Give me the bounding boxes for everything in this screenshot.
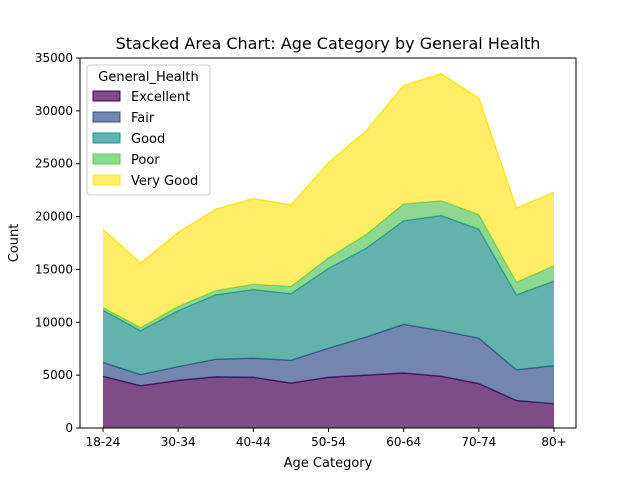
y-tick-label: 25000 — [35, 157, 73, 171]
area-excellent — [103, 373, 554, 428]
y-tick-label: 5000 — [42, 368, 73, 382]
area-line-very-good — [102, 73, 555, 265]
y-axis-label: Count — [7, 224, 22, 263]
legend-swatch-fair — [92, 111, 121, 123]
legend-swatch-poor — [92, 153, 121, 165]
x-axis: 18-24 30-34 40-44 50-54 60-64 70-74 80+ — [86, 428, 567, 449]
legend-title: General_Health — [98, 70, 198, 85]
area-poor — [103, 200, 554, 331]
legend-swatch-good — [92, 132, 121, 144]
y-tick-label: 15000 — [35, 262, 73, 276]
y-axis: 0 5000 10000 15000 20000 25000 30000 35000 — [35, 51, 80, 435]
y-tick-label: 35000 — [35, 51, 73, 65]
y-tick-label: 0 — [65, 421, 73, 435]
x-tick-label: 40-44 — [236, 435, 271, 449]
legend-swatch-very-good — [92, 174, 121, 186]
area-fair — [103, 324, 554, 404]
legend-label-poor: Poor — [131, 153, 160, 168]
area-series-group — [102, 73, 555, 428]
legend-label-excellent: Excellent — [131, 90, 190, 105]
legend-label-good: Good — [131, 132, 165, 147]
legend-swatch-excellent — [92, 90, 121, 102]
x-tick-label: 30-34 — [161, 435, 196, 449]
y-tick-label: 20000 — [35, 210, 73, 224]
legend-label-very-good: Very Good — [131, 174, 198, 189]
area-good — [103, 215, 554, 375]
legend-label-fair: Fair — [131, 111, 155, 126]
x-tick-label: 50-54 — [311, 435, 346, 449]
x-tick-label: 70-74 — [461, 435, 496, 449]
area-very-good — [103, 73, 554, 328]
y-tick-label: 10000 — [35, 315, 73, 329]
x-tick-label: 80+ — [541, 435, 566, 449]
x-axis-label: Age Category — [284, 456, 373, 471]
legend: General_Health Excellent Fair Good Poor Very … — [86, 64, 211, 196]
y-tick-label: 30000 — [35, 104, 73, 118]
x-tick-label: 60-64 — [386, 435, 421, 449]
x-tick-label: 18-24 — [86, 435, 121, 449]
chart-title: Stacked Area Chart: Age Category by Gene… — [116, 34, 541, 53]
